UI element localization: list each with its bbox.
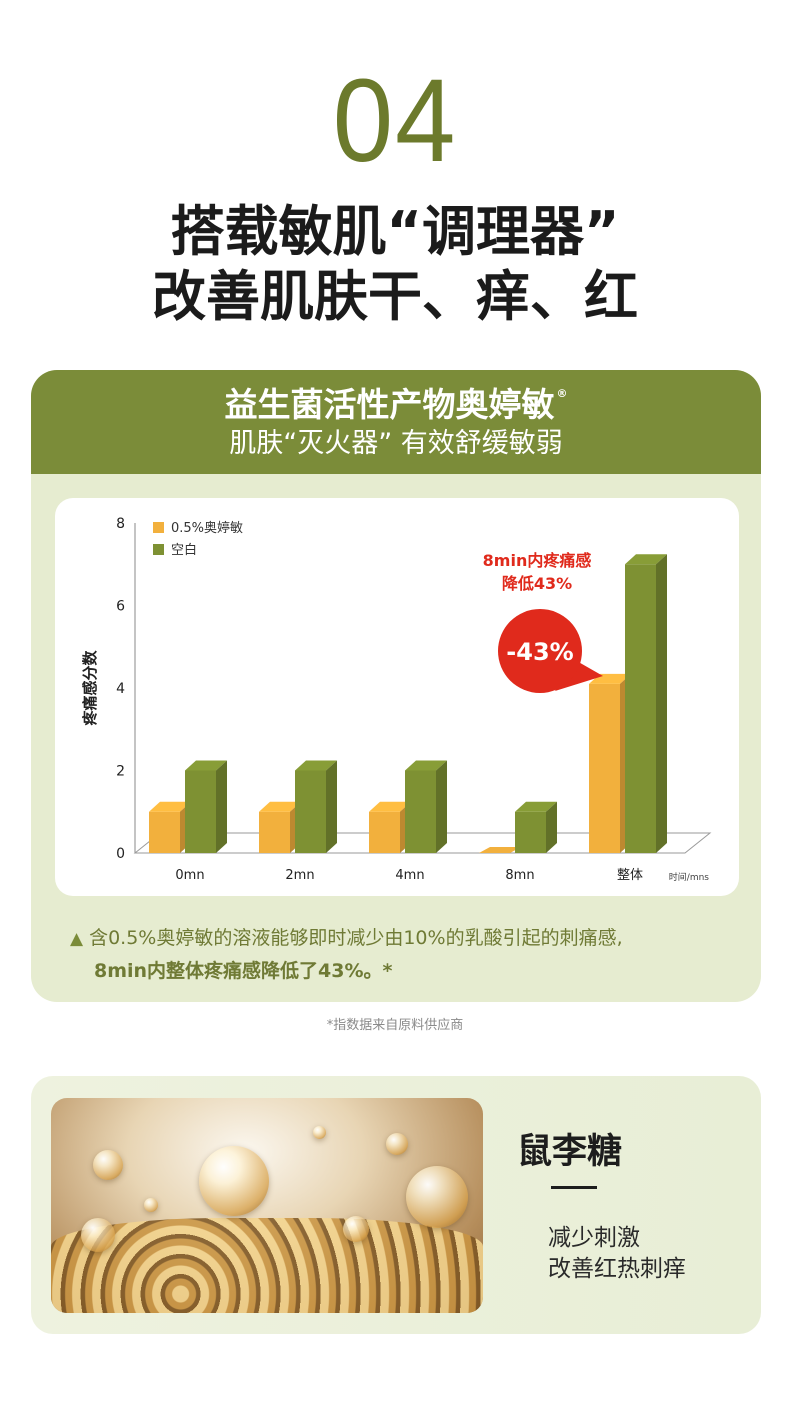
bar-top-1-4 <box>625 554 667 565</box>
bar-0-3 <box>479 847 521 853</box>
callout-badge-text: -43% <box>506 638 573 666</box>
note-line-2: 8min内整体疼痛感降低了43%。* <box>94 960 393 982</box>
bar-1-3 <box>515 811 546 853</box>
bar-top-1-0 <box>185 760 227 771</box>
triangle-bullet-icon: ▲ <box>70 929 84 949</box>
bar-1-2 <box>405 770 436 853</box>
ingredient-benefit-1: 减少刺激 <box>548 1225 640 1251</box>
annotation-line-2: 降低43% <box>502 574 572 593</box>
legend-swatch-1 <box>153 544 164 555</box>
registered-mark: ® <box>556 387 568 400</box>
bar-0-1 <box>259 811 290 853</box>
bubble-small-5 <box>81 1218 115 1252</box>
x-axis-title: 时间/mns <box>669 871 710 883</box>
bubble-small-4 <box>144 1198 158 1212</box>
bar-0-4 <box>589 683 620 853</box>
ingredient-title: 鼠李糖 <box>517 1132 623 1172</box>
x-tick-label: 8mn <box>505 868 534 883</box>
y-tick-label: 4 <box>116 681 125 697</box>
footnote: *指数据来自原料供应商 <box>326 1018 464 1033</box>
bubble-left <box>93 1150 123 1180</box>
annotation-line-1: 8min内疼痛感 <box>483 551 592 570</box>
ingredient-card <box>31 1076 761 1334</box>
product-card-header: 益生菌活性产物奥婷敏 ® 肌肤“灭火器” 有效舒缓敏弱 <box>31 370 761 474</box>
bubble-small-3 <box>313 1126 326 1139</box>
y-tick-label: 0 <box>116 846 125 862</box>
x-tick-label: 4mn <box>395 868 424 883</box>
bar-side-1-0 <box>216 760 227 853</box>
bar-top-0-2 <box>369 801 411 812</box>
ingredient-benefit-2: 改善红热刺痒 <box>548 1256 686 1282</box>
note-line-1: 含0.5%奥婷敏的溶液能够即时减少由10%的乳酸引起的刺痛感, <box>89 927 623 949</box>
bubble-floor <box>51 1218 483 1313</box>
legend-label-0: 0.5%奥婷敏 <box>171 520 243 536</box>
legend-swatch-0 <box>153 522 164 533</box>
y-axis-title: 疼痛感分数 <box>81 650 99 726</box>
bar-top-1-3 <box>515 801 557 812</box>
product-card-title: 益生菌活性产物奥婷敏 ® <box>224 385 568 424</box>
bar-side-1-1 <box>326 760 337 853</box>
x-tick-label: 0mn <box>175 868 204 883</box>
bar-0-2 <box>369 811 400 853</box>
bubbles-photo <box>51 1098 483 1313</box>
bar-side-1-2 <box>436 760 447 853</box>
bubble-right <box>406 1166 468 1228</box>
y-tick-label: 6 <box>116 599 125 615</box>
chart-panel: 0 2 4 6 8 疼痛感分数 0mn 2mn 4mn 8mn 整体 时间/mns 0.5%奥婷敏 空白 8… <box>55 498 739 896</box>
headline-line-1: 搭载敏肌“调理器” <box>170 200 620 263</box>
bar-top-0-0 <box>149 801 191 812</box>
bubble-small-2 <box>343 1216 369 1242</box>
bar-1-0 <box>185 770 216 853</box>
bar-1-4 <box>625 564 656 853</box>
x-tick-label: 整体 <box>617 868 643 883</box>
y-tick-label: 2 <box>116 764 125 780</box>
bar-top-0-1 <box>259 801 301 812</box>
callout-pointer <box>555 660 603 691</box>
bar-side-1-4 <box>656 554 667 853</box>
headline-line-2: 改善肌肤干、痒、红 <box>152 265 638 328</box>
product-card-subtitle: 肌肤“灭火器” 有效舒缓敏弱 <box>229 428 563 459</box>
bubble-small-1 <box>386 1133 408 1155</box>
x-tick-label: 2mn <box>285 868 314 883</box>
callout-badge <box>498 609 582 693</box>
bar-1-1 <box>295 770 326 853</box>
bar-0-0 <box>149 811 180 853</box>
bar-top-1-2 <box>405 760 447 771</box>
ingredient-divider <box>551 1186 597 1189</box>
bar-top-1-1 <box>295 760 337 771</box>
bar-side-1-3 <box>546 801 557 853</box>
study-note: ▲ 含0.5%奥婷敏的溶液能够即时减少由10%的乳酸引起的刺痛感, 8min内整体… <box>70 922 750 987</box>
y-tick-label: 8 <box>116 516 125 532</box>
section-number: 04 <box>332 55 458 187</box>
bubble-large <box>199 1146 269 1216</box>
legend-label-1: 空白 <box>171 542 197 558</box>
